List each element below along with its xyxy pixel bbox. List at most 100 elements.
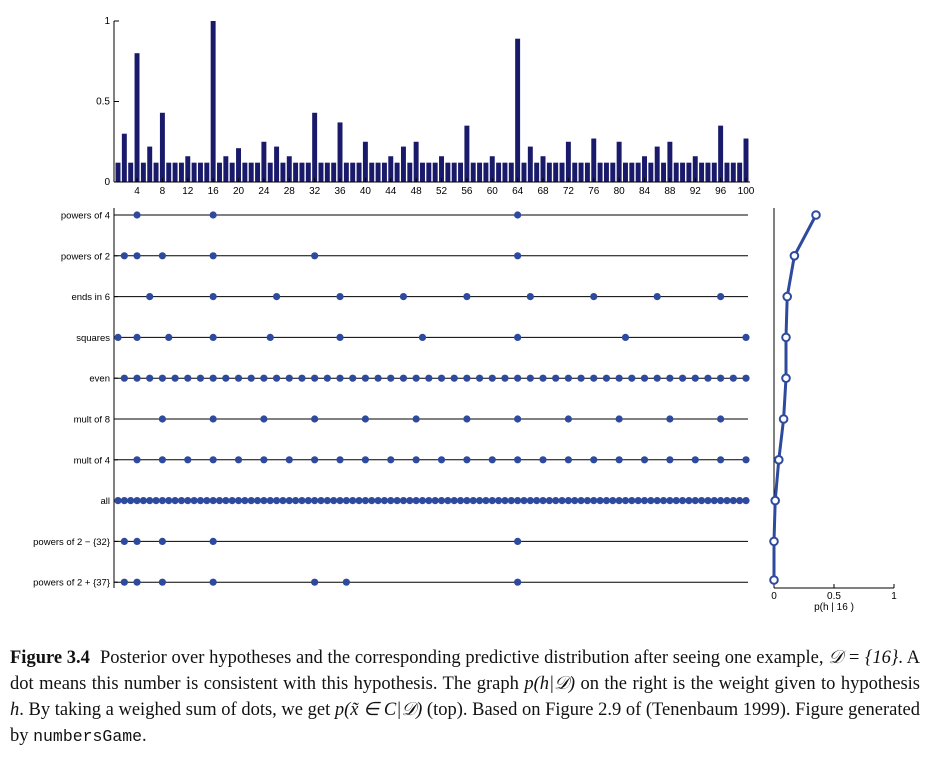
bar-55 — [458, 162, 464, 182]
posterior-point-1 — [789, 251, 800, 261]
dot-74 — [577, 374, 585, 382]
dot-26 — [272, 374, 281, 382]
bar-81 — [623, 162, 628, 182]
bar-38 — [350, 162, 356, 182]
dot-27 — [279, 497, 287, 505]
bar-27 — [280, 162, 286, 182]
dot-100 — [742, 374, 750, 382]
dot-24 — [260, 456, 268, 464]
caption-text-4: . By taking a weighed sum of dots, we ge… — [19, 700, 335, 720]
bar-xtick-label: 60 — [487, 186, 499, 197]
dot-81 — [621, 333, 630, 341]
dot-1 — [114, 333, 122, 341]
dot-16 — [209, 374, 217, 382]
dot-8 — [158, 537, 167, 546]
dot-1 — [114, 497, 122, 505]
bar-63 — [508, 162, 514, 182]
posterior-line-chart: 0 0.5 1 p(h | 16 ) — [769, 208, 897, 613]
dot-85 — [647, 497, 655, 505]
dot-43 — [380, 497, 389, 505]
dot-78 — [602, 497, 611, 505]
bar-61 — [496, 162, 502, 182]
dot-80 — [615, 374, 623, 382]
dot-95 — [710, 497, 718, 505]
bar-70 — [553, 162, 559, 182]
dot-58 — [475, 497, 484, 505]
bar-xtick-label: 32 — [309, 186, 321, 197]
bar-77 — [597, 162, 603, 182]
bar-66 — [527, 146, 533, 182]
dot-12 — [184, 456, 192, 464]
bar-76 — [591, 138, 597, 182]
bar-62 — [502, 162, 508, 182]
bar-30 — [299, 162, 305, 182]
bar-78 — [603, 162, 609, 182]
dot-97 — [723, 497, 731, 505]
dot-64 — [514, 497, 522, 505]
dot-88 — [666, 415, 674, 423]
dot-18 — [222, 374, 230, 382]
dot-94 — [704, 374, 712, 382]
dot-12 — [184, 497, 192, 505]
dot-100 — [742, 456, 750, 464]
bar-89 — [673, 162, 679, 182]
bar-65 — [521, 162, 527, 182]
dot-2 — [120, 578, 128, 586]
dot-84 — [640, 497, 649, 505]
bar-15 — [204, 162, 210, 182]
posterior-point-2 — [782, 291, 793, 302]
dot-16 — [209, 293, 217, 301]
caption-text-5: (top). Based on Figure 2.9 of (Tenenbaum… — [10, 700, 920, 746]
dot-36 — [336, 293, 344, 301]
hypothesis-label: powers of 2 − {32} — [33, 537, 110, 548]
dot-100 — [742, 333, 750, 341]
dot-4 — [133, 497, 141, 505]
dot-58 — [475, 374, 484, 382]
dot-62 — [501, 497, 509, 505]
dot-6 — [146, 374, 154, 382]
bar-80 — [616, 141, 622, 182]
bar-9 — [166, 162, 172, 182]
dot-60 — [488, 374, 496, 382]
dot-70 — [552, 497, 560, 505]
dot-86 — [653, 497, 661, 505]
bar-chart: 00.514 8 12 16 20 24 28 32 36 40 44 48 52 56 60 64 68 72 7… — [96, 16, 755, 197]
dot-68 — [539, 456, 547, 464]
dot-5 — [139, 497, 147, 505]
dot-19 — [228, 497, 236, 505]
dot-16 — [209, 211, 217, 219]
bar-54 — [451, 162, 457, 182]
dot-28 — [285, 456, 293, 464]
dot-32 — [311, 252, 319, 260]
dot-82 — [628, 374, 636, 382]
dot-16 — [209, 456, 217, 464]
dot-22 — [247, 497, 255, 505]
dot-38 — [349, 374, 357, 382]
dot-89 — [672, 497, 680, 505]
dot-70 — [552, 374, 560, 382]
dot-35 — [330, 497, 338, 505]
dot-52 — [437, 374, 446, 382]
dot-16 — [209, 415, 217, 423]
dot-96 — [717, 497, 725, 505]
dot-50 — [425, 497, 433, 505]
caption-code: numbersGame — [33, 727, 143, 746]
dot-64 — [514, 252, 522, 260]
dot-32 — [311, 415, 319, 423]
bar-29 — [293, 162, 299, 182]
dot-48 — [412, 456, 420, 464]
bar-33 — [318, 162, 324, 182]
dot-41 — [368, 497, 376, 505]
dot-24 — [260, 415, 268, 423]
hypothesis-label: powers of 2 — [61, 251, 110, 262]
dot-90 — [678, 497, 687, 505]
bar-44 — [388, 156, 394, 182]
dot-64 — [514, 333, 522, 341]
dot-25 — [266, 497, 274, 505]
dot-76 — [590, 293, 598, 301]
bar-xtick-label: 52 — [436, 186, 448, 197]
dot-64 — [514, 456, 522, 464]
bar-52 — [439, 156, 444, 182]
dot-48 — [412, 497, 420, 505]
dot-73 — [571, 497, 579, 505]
